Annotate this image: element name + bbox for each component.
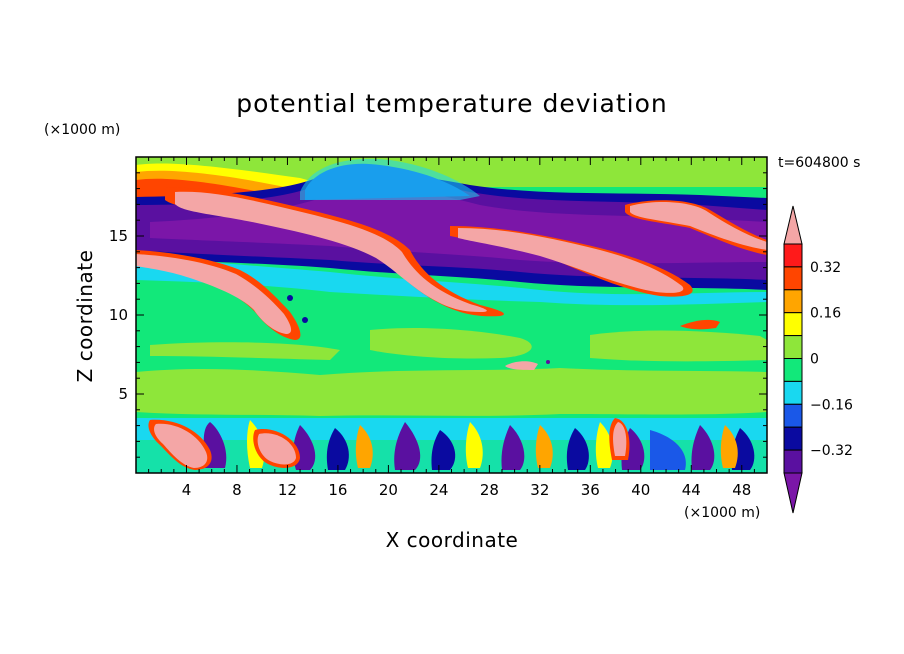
field-boundary-turbulence bbox=[148, 418, 755, 470]
z-axis-ticks: 5 10 15 bbox=[109, 172, 767, 458]
colorbar-swatch bbox=[783, 403, 803, 428]
x-tick-label: 36 bbox=[581, 481, 600, 499]
x-tick-label: 16 bbox=[328, 481, 347, 499]
x-axis-ticks: 4 8 12 16 20 24 28 32 36 40 44 48 bbox=[148, 157, 755, 499]
time-label: t=604800 s bbox=[778, 155, 860, 171]
colorbar-label: 0 bbox=[810, 352, 819, 368]
x-tick-label: 48 bbox=[732, 481, 751, 499]
field-warm-streak-2 bbox=[458, 228, 684, 293]
colorbar-swatch bbox=[783, 266, 803, 291]
z-tick-label: 5 bbox=[118, 385, 128, 403]
colorbar-min-triangle bbox=[783, 472, 803, 514]
field-mid-lightgreen-right bbox=[590, 330, 767, 362]
colorbar-swatch bbox=[783, 335, 803, 360]
x-tick-label: 28 bbox=[480, 481, 499, 499]
x-axis-label: X coordinate bbox=[386, 528, 519, 552]
colorbar-swatch bbox=[783, 426, 803, 451]
x-tick-label: 4 bbox=[182, 481, 192, 499]
field-mid-lightgreen-left bbox=[150, 342, 340, 360]
colorbar-label: −0.16 bbox=[810, 397, 853, 413]
x-tick-label: 44 bbox=[682, 481, 701, 499]
x-unit-label: (×1000 m) bbox=[684, 505, 760, 521]
z-tick-label: 15 bbox=[109, 227, 128, 245]
field-warm-streak-3 bbox=[630, 202, 767, 250]
colorbar-label: 0.32 bbox=[810, 260, 841, 276]
chart-title: potential temperature deviation bbox=[236, 89, 667, 118]
colorbar-max-triangle bbox=[783, 205, 803, 245]
colorbar-swatch bbox=[783, 449, 803, 474]
x-tick-label: 24 bbox=[429, 481, 448, 499]
x-tick-label: 12 bbox=[278, 481, 297, 499]
colorbar: 0.32 0.16 0 −0.16 −0.32 bbox=[783, 205, 853, 514]
colorbar-swatch bbox=[783, 312, 803, 337]
x-tick-label: 32 bbox=[530, 481, 549, 499]
field-lower-lightgreen-layer bbox=[136, 368, 767, 416]
plot-area bbox=[136, 157, 767, 473]
x-tick-label: 8 bbox=[232, 481, 242, 499]
colorbar-swatch bbox=[783, 289, 803, 314]
field-mid-lightgreen-center bbox=[370, 327, 532, 359]
field-warm-streak-4 bbox=[136, 254, 292, 334]
z-tick-label: 10 bbox=[109, 306, 128, 324]
colorbar-label: −0.32 bbox=[810, 443, 853, 459]
field-cold-band-upper-violet bbox=[150, 187, 767, 264]
field-warm-streak-1 bbox=[175, 191, 487, 312]
x-tick-label: 40 bbox=[631, 481, 650, 499]
x-tick-label: 20 bbox=[379, 481, 398, 499]
colorbar-swatch bbox=[783, 358, 803, 382]
colorbar-label: 0.16 bbox=[810, 306, 841, 322]
field-cyan-bump-top bbox=[300, 158, 480, 200]
z-axis-label: Z coordinate bbox=[73, 250, 97, 383]
colorbar-swatch bbox=[783, 243, 803, 268]
colorbar-swatch bbox=[783, 380, 803, 405]
z-unit-label: (×1000 m) bbox=[44, 122, 120, 138]
